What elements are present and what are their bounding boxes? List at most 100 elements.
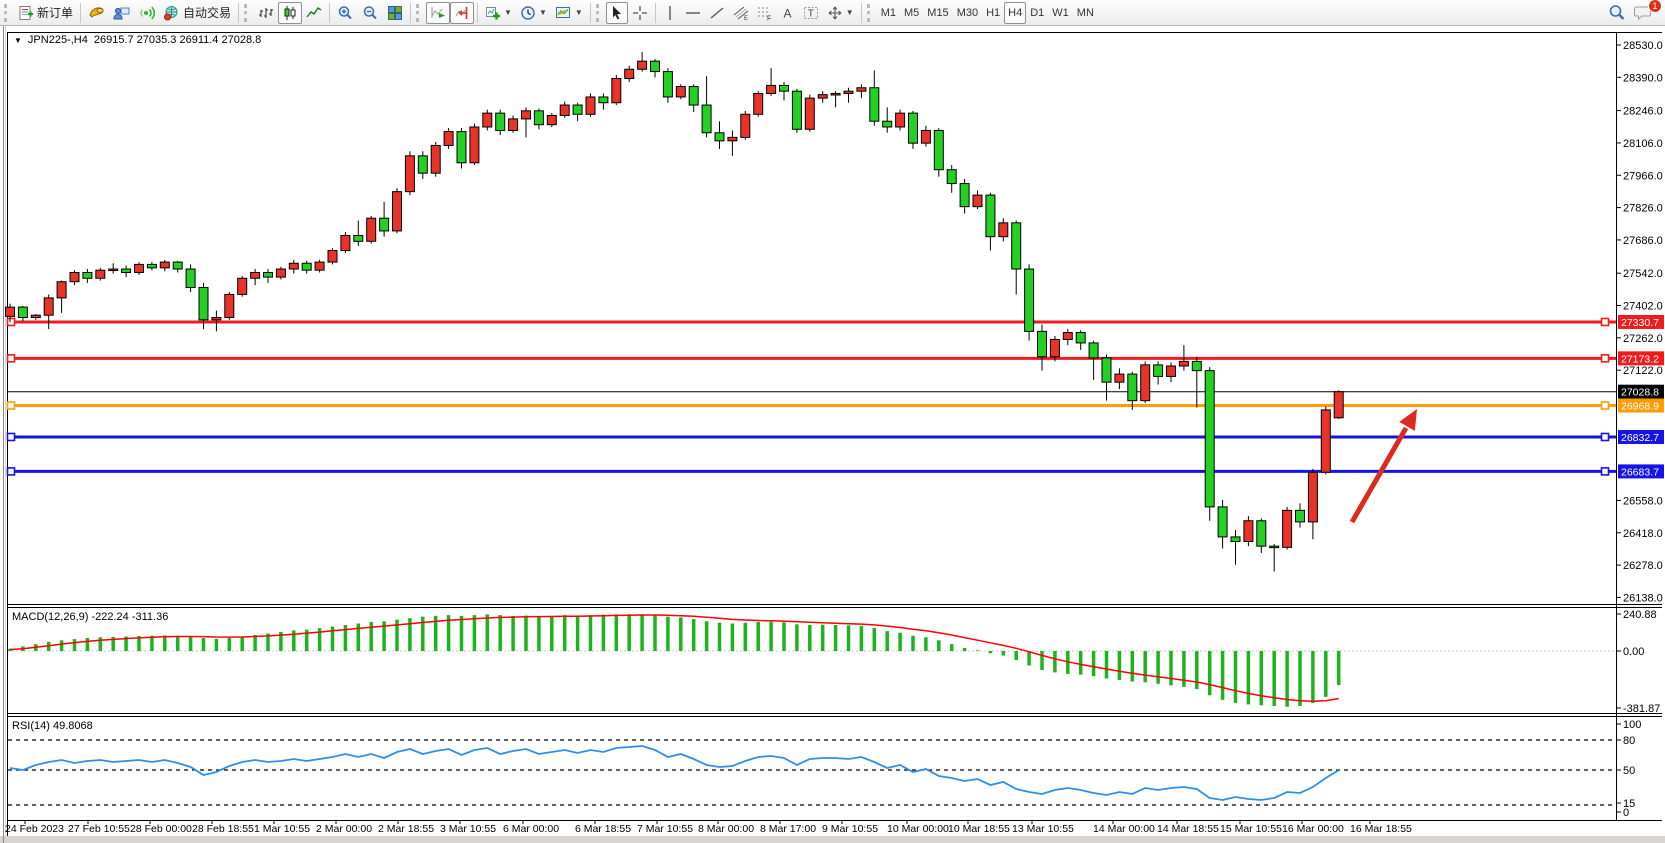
fibonacci-button[interactable]: F	[753, 2, 777, 24]
periods-button[interactable]: ▼	[516, 2, 551, 24]
time-axis-label: 10 Mar 18:55	[948, 823, 1010, 835]
price-axis-label: 26138.0	[1623, 592, 1663, 604]
rsi-axis-label: 100	[1623, 719, 1641, 731]
toolbar-grip[interactable]	[416, 3, 422, 22]
toolbar-grip[interactable]	[595, 3, 602, 22]
candlestick-mode-button[interactable]	[278, 1, 303, 24]
rsi-axis-label: 50	[1623, 765, 1635, 777]
rsi-axis-label: 80	[1623, 735, 1635, 747]
hline-handle[interactable]	[6, 317, 16, 327]
candle-body	[1295, 509, 1305, 523]
timeframe-m5-button[interactable]: M5	[904, 6, 920, 19]
hline-handle[interactable]	[1600, 354, 1610, 363]
time-axis-label: 2 Mar 18:55	[378, 823, 434, 835]
arrow-annotation[interactable]	[1349, 409, 1417, 524]
signals-button[interactable]	[134, 2, 159, 24]
candle-body	[5, 306, 15, 317]
templates-button[interactable]: ▼	[551, 2, 587, 24]
candle-body	[804, 97, 815, 130]
dropdown-caret-icon: ▼	[845, 7, 854, 17]
zoom-in-button[interactable]	[333, 2, 358, 24]
rsi-axis-label: 0	[1623, 807, 1629, 819]
hline-handle[interactable]	[6, 354, 16, 363]
candle-body	[482, 112, 493, 128]
candle-body	[1101, 357, 1112, 383]
crosshair-icon	[632, 5, 647, 20]
vertical-line-button[interactable]	[659, 2, 681, 24]
timeframe-d1-button[interactable]: D1	[1030, 6, 1045, 19]
candle-body	[301, 262, 312, 271]
candle-body	[237, 277, 248, 295]
template-icon	[555, 6, 570, 18]
search-button[interactable]	[1604, 2, 1630, 24]
candlestick-layer	[5, 51, 1344, 572]
new-order-icon	[19, 5, 33, 20]
chart-shift-button[interactable]	[450, 1, 475, 24]
toolbar-grip[interactable]	[4, 3, 10, 22]
zoom-out-button[interactable]	[358, 2, 383, 24]
price-axis-label: 27262.0	[1623, 333, 1663, 345]
horizontal-line-objects[interactable]	[6, 317, 1617, 476]
candle-body	[275, 268, 286, 278]
time-axis-label: 16 Mar 18:55	[1350, 823, 1412, 835]
trendline-button[interactable]	[705, 2, 729, 24]
hline-handle[interactable]	[6, 467, 16, 476]
candle-body	[791, 90, 802, 130]
hline-handle[interactable]	[1600, 467, 1610, 476]
tile-windows-button[interactable]	[383, 2, 407, 24]
candle-body	[108, 268, 119, 272]
hline-handle[interactable]	[6, 401, 16, 410]
toolbar-separator	[410, 2, 412, 23]
market-watch-button[interactable]	[84, 2, 109, 24]
hline-handle[interactable]	[1600, 317, 1610, 327]
crosshair-button[interactable]	[628, 2, 652, 24]
time-axis-label: 3 Mar 10:55	[440, 823, 496, 835]
line-chart-mode-button[interactable]	[302, 2, 326, 24]
rsi-panel: 100 80 50 150	[8, 719, 1641, 819]
candle-body	[263, 271, 273, 278]
time-axis-label: 16 Mar 00:00	[1282, 823, 1344, 835]
timeframe-h1-button[interactable]: H1	[986, 6, 1001, 19]
bar-chart-mode-button[interactable]	[254, 2, 278, 24]
timeframe-h4-button[interactable]: H4	[1004, 1, 1027, 24]
auto-scroll-button[interactable]	[426, 1, 451, 24]
toolbar-separator	[589, 2, 591, 23]
price-axis-label: 27966.0	[1623, 170, 1663, 182]
equidistant-channel-button[interactable]: E	[729, 2, 753, 24]
timeframe-m30-button[interactable]: M30	[956, 6, 979, 19]
macd-axis-label: 240.88	[1623, 609, 1657, 621]
price-axis-label: 26418.0	[1623, 528, 1663, 540]
candle-body	[1256, 520, 1267, 547]
price-badge: 27173.2	[1621, 353, 1659, 365]
hline-handle[interactable]	[1600, 401, 1610, 410]
timeframe-mn-button[interactable]: MN	[1076, 6, 1094, 19]
toolbar-grip[interactable]	[866, 3, 873, 22]
horizontal-line-button[interactable]	[681, 2, 705, 24]
price-axis-label: 28246.0	[1623, 106, 1663, 118]
expert-advisors-button[interactable]	[109, 2, 134, 24]
timeframe-m15-button[interactable]: M15	[927, 6, 949, 19]
indicators-button[interactable]: ▼	[481, 2, 516, 24]
toolbar-grip[interactable]	[244, 3, 250, 22]
new-order-button[interactable]: 新订单	[14, 2, 77, 24]
text-label-button[interactable]: T	[799, 2, 823, 24]
text-button[interactable]: A	[777, 2, 799, 24]
candle-body	[185, 268, 196, 288]
time-axis-label: 7 Mar 10:55	[637, 823, 693, 835]
candle-body	[1011, 222, 1022, 270]
timeframe-w1-button[interactable]: W1	[1052, 6, 1069, 19]
cursor-button[interactable]	[605, 1, 628, 24]
hline-handle[interactable]	[6, 432, 16, 442]
toolbar-separator	[860, 2, 862, 23]
auto-trading-button[interactable]: 自动交易	[159, 2, 235, 24]
arrows-button[interactable]: ▼	[823, 2, 858, 24]
candle-body	[1178, 360, 1189, 367]
hline-handle[interactable]	[1600, 432, 1610, 442]
candle-body	[714, 132, 725, 142]
ohlc-bars-icon	[259, 7, 274, 18]
timeframe-m1-button[interactable]: M1	[880, 6, 896, 19]
svg-text:A: A	[783, 6, 791, 20]
chat-button[interactable]: 1	[1630, 0, 1662, 24]
arrows-icon	[828, 6, 842, 19]
